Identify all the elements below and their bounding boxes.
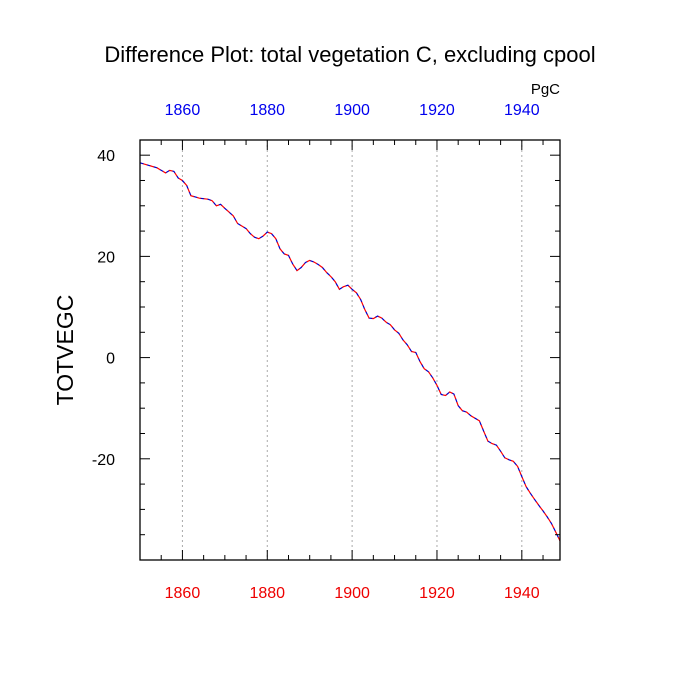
y-axis-label: TOTVEGC	[52, 295, 78, 406]
x-tick-label-bottom-1940: 1940	[504, 585, 540, 602]
x-tick-label-top-1860: 1860	[165, 102, 201, 119]
grid-lines	[181, 140, 523, 560]
series-lines	[139, 162, 561, 542]
y-tick-label--20: -20	[92, 452, 115, 469]
series-line-red-0	[139, 162, 561, 542]
y-tick-label-40: 40	[97, 148, 115, 165]
x-tick-label-top-1880: 1880	[249, 102, 285, 119]
x-tick-label-top-1900: 1900	[334, 102, 370, 119]
chart-title: Difference Plot: total vegetation C, exc…	[104, 42, 595, 67]
plot-frame	[139, 139, 561, 561]
x-tick-label-top-1940: 1940	[504, 102, 540, 119]
y-tick-label-0: 0	[106, 351, 115, 368]
x-tick-label-bottom-1860: 1860	[165, 585, 201, 602]
axis-ticks	[139, 140, 560, 561]
x-tick-label-bottom-1880: 1880	[249, 585, 285, 602]
x-tick-label-top-1920: 1920	[419, 102, 455, 119]
x-tick-label-bottom-1900: 1900	[334, 585, 370, 602]
x-tick-label-bottom-1920: 1920	[419, 585, 455, 602]
y-tick-label-20: 20	[97, 249, 115, 266]
tick-labels: 1860 1860 1880 1880 1900 1900 1920 1920 1940 1940…	[92, 102, 540, 602]
units-label: PgC	[531, 81, 560, 98]
